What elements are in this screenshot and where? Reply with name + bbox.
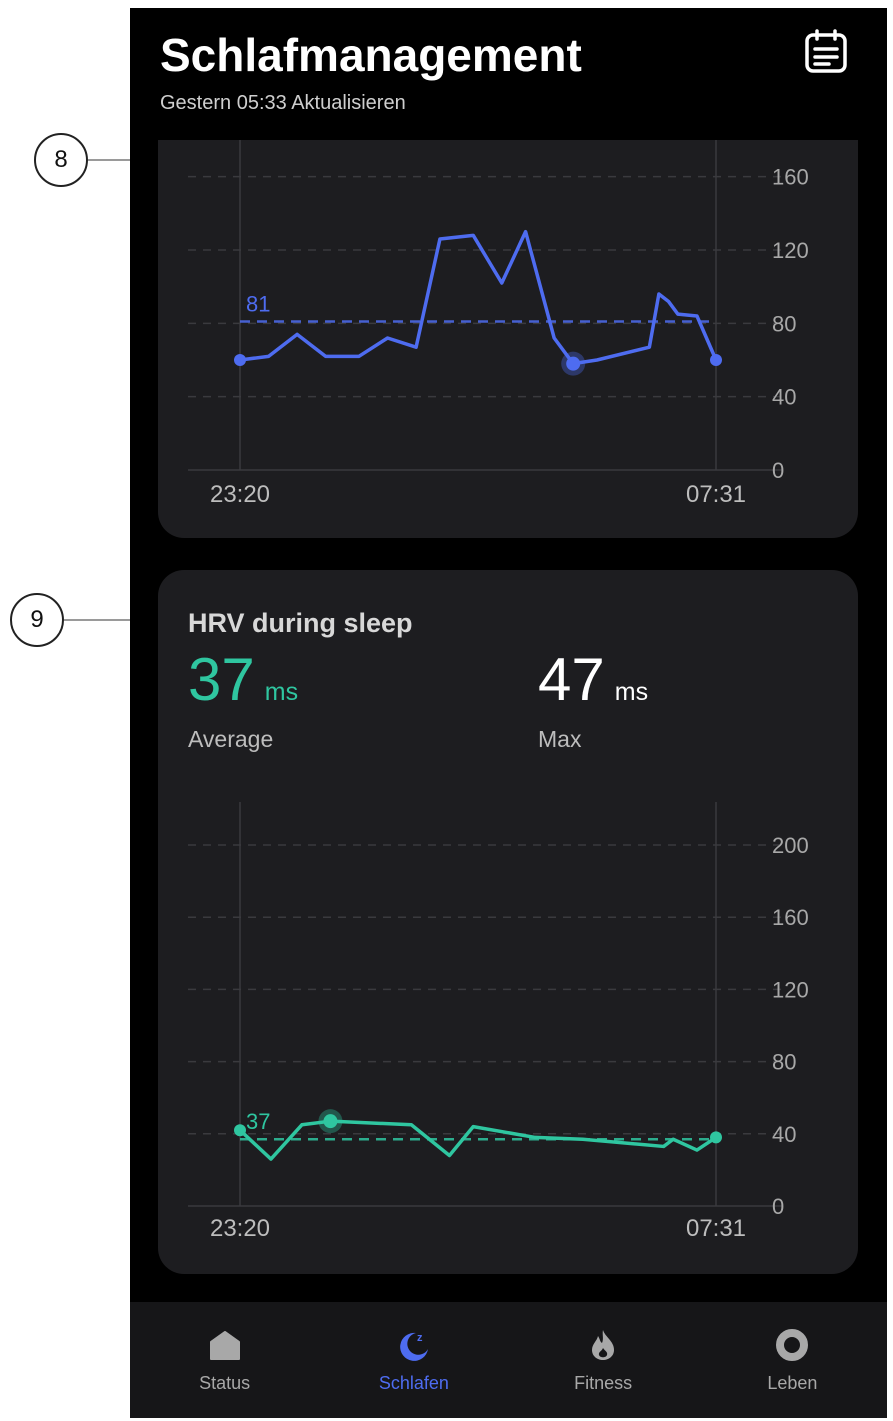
hrv-series-line — [238, 1119, 718, 1161]
nav-item-fitness[interactable]: Fitness — [509, 1302, 698, 1418]
callout-9-label: 9 — [30, 606, 44, 633]
hrv-average-label: Average — [188, 726, 274, 752]
nav-label-fitness: Fitness — [574, 1372, 633, 1393]
hr-ytick-label: 0 — [772, 458, 784, 483]
nav-item-schlafen[interactable]: z Schlafen — [319, 1302, 508, 1418]
heart-rate-chart: 0 40 80 120 160 81 23:20 07:31 — [188, 140, 809, 508]
sleep-moon-icon: z — [400, 1332, 428, 1361]
hr-series-line — [238, 229, 718, 366]
hrv-highlight-point — [323, 1114, 338, 1129]
flame-icon — [592, 1329, 615, 1360]
calendar-list-icon — [805, 29, 847, 73]
hrv-ytick-label: 160 — [772, 905, 809, 930]
hr-ytick-label: 80 — [772, 311, 796, 336]
hrv-endpoint — [234, 1124, 246, 1137]
hr-endpoint — [234, 354, 246, 366]
phone-screen: Schlafmanagement Gestern 05:33 Aktualisi… — [130, 8, 887, 1418]
home-icon — [209, 1330, 240, 1360]
svg-text:z: z — [417, 1332, 423, 1344]
hrv-max-value: 47 — [538, 646, 605, 713]
nav-label-schlafen: Schlafen — [378, 1372, 449, 1393]
callout-9-line — [64, 619, 172, 621]
hrv-ytick-label: 200 — [772, 833, 809, 858]
hrv-ytick-label: 40 — [772, 1122, 796, 1147]
callout-9: 9 — [10, 593, 64, 647]
hrv-endpoint — [710, 1131, 722, 1144]
heart-rate-card: 0 40 80 120 160 81 23:20 07:31 — [158, 140, 858, 538]
hrv-max-label: Max — [538, 726, 582, 752]
hrv-average-label: 37 — [246, 1109, 270, 1134]
hrv-chart: 0 40 80 120 160 200 37 23:20 07:31 — [188, 802, 809, 1242]
hr-ytick-label: 120 — [772, 238, 809, 263]
hrv-title: HRV during sleep — [188, 608, 413, 638]
nav-item-status[interactable]: Status — [130, 1302, 319, 1418]
hrv-ytick-label: 120 — [772, 977, 809, 1002]
hrv-max-unit: ms — [614, 678, 649, 706]
nav-label-leben: Leben — [767, 1372, 818, 1393]
hrv-average-value: 37 — [188, 646, 255, 713]
callout-8-label: 8 — [54, 146, 68, 173]
hr-average-label: 81 — [246, 292, 270, 317]
hrv-max-stat: 47 ms — [538, 650, 648, 710]
hr-xtick-end: 07:31 — [686, 481, 746, 508]
hrv-ytick-label: 0 — [772, 1194, 784, 1219]
nav-label-status: Status — [199, 1372, 251, 1393]
calendar-button[interactable] — [802, 28, 850, 76]
hrv-average-stat: 37 ms — [188, 650, 298, 710]
last-updated-text: Gestern 05:33 Aktualisieren — [160, 92, 406, 114]
hrv-ytick-label: 80 — [772, 1050, 796, 1075]
hrv-average-unit: ms — [264, 678, 299, 706]
hrv-xtick-start: 23:20 — [210, 1215, 270, 1242]
page-title: Schlafmanagement — [160, 29, 582, 81]
hrv-card: HRV during sleep 37 ms Average 47 ms Max… — [158, 570, 858, 1274]
callout-8: 8 — [34, 133, 88, 187]
hr-xtick-start: 23:20 — [210, 481, 270, 508]
hr-ytick-label: 40 — [772, 385, 796, 410]
hrv-xtick-end: 07:31 — [686, 1215, 746, 1242]
hr-highlight-point — [566, 356, 581, 371]
ring-icon — [776, 1328, 809, 1361]
hr-endpoint — [710, 354, 722, 366]
bottom-navigation: Status z Schlafen Fitness Leben — [130, 1302, 887, 1418]
nav-item-leben[interactable]: Leben — [698, 1302, 887, 1418]
hr-ytick-label: 160 — [772, 165, 809, 190]
